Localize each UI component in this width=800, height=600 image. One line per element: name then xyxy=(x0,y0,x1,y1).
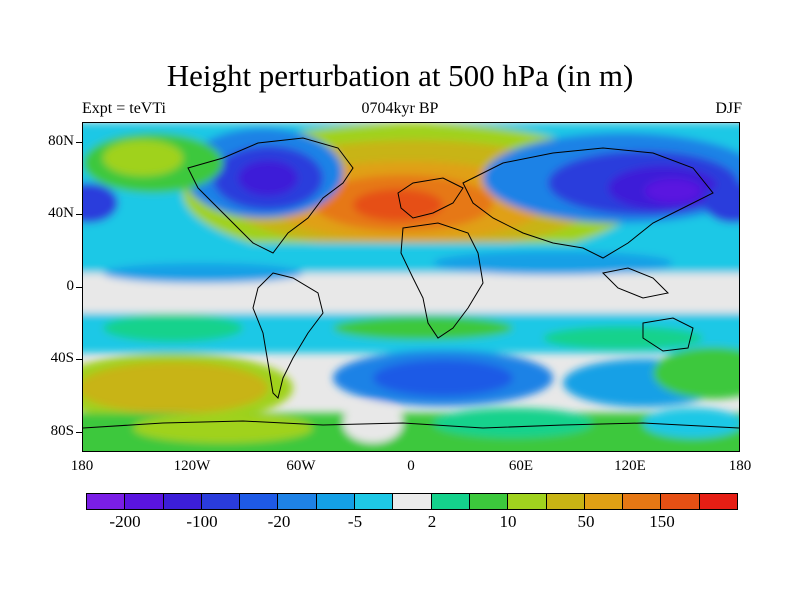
colorbar-swatch xyxy=(393,494,432,509)
map-field xyxy=(83,123,739,451)
lat-tick-label: 40S xyxy=(50,350,74,366)
colorbar-swatch xyxy=(87,494,126,509)
lat-tick-label: 80S xyxy=(50,423,74,439)
period-label: 0704kyr BP xyxy=(361,100,439,117)
lon-tick-label: 60W xyxy=(286,458,316,474)
lat-tick-label: 40N xyxy=(48,205,74,221)
colorbar-swatch xyxy=(584,494,624,509)
colorbar-swatch xyxy=(661,494,700,509)
colorbar-label: 10 xyxy=(499,512,517,531)
lat-tick-mark xyxy=(76,142,82,143)
colorbar-swatch xyxy=(278,494,317,509)
height-perturbation-map xyxy=(82,122,740,452)
lat-tick-label: 80N xyxy=(48,133,74,149)
season-label: DJF xyxy=(715,100,742,117)
colorbar-swatch xyxy=(699,494,738,509)
colorbar-swatch xyxy=(469,494,509,509)
colorbar-swatch xyxy=(163,494,202,509)
lon-tick-label: 0 xyxy=(407,458,415,474)
lat-tick-mark xyxy=(76,359,82,360)
colorbar-swatch xyxy=(355,494,394,509)
colorbar-label: -5 xyxy=(347,512,363,531)
colorbar-label: -100 xyxy=(186,512,218,531)
lon-tick-label: 180 xyxy=(728,458,752,474)
colorbar-swatch xyxy=(240,494,279,509)
lon-tick-label: 180 xyxy=(70,458,94,474)
colorbar-label: 150 xyxy=(649,512,675,531)
experiment-label: Expt = teVTi xyxy=(82,100,166,117)
lat-tick-mark xyxy=(76,432,82,433)
lat-tick-mark xyxy=(76,287,82,288)
map-title: Height perturbation at 500 hPa (in m) xyxy=(166,58,634,93)
lat-tick-label: 0 xyxy=(66,278,75,294)
colorbar-label: -200 xyxy=(109,512,141,531)
colorbar-swatch xyxy=(431,494,470,509)
lon-tick-label: 120E xyxy=(614,458,646,474)
lon-tick-label: 120W xyxy=(173,458,211,474)
colorbar-swatch xyxy=(125,494,164,509)
colorbar xyxy=(86,493,738,510)
lat-tick-mark xyxy=(76,214,82,215)
colorbar-swatch xyxy=(508,494,547,509)
colorbar-swatch xyxy=(623,494,662,509)
colorbar-swatch xyxy=(316,494,356,509)
colorbar-swatch xyxy=(546,494,585,509)
lon-tick-label: 60E xyxy=(508,458,534,474)
colorbar-label: 2 xyxy=(427,512,437,531)
colorbar-label: -20 xyxy=(267,512,291,531)
colorbar-swatch xyxy=(201,494,241,509)
colorbar-label: 50 xyxy=(577,512,595,531)
